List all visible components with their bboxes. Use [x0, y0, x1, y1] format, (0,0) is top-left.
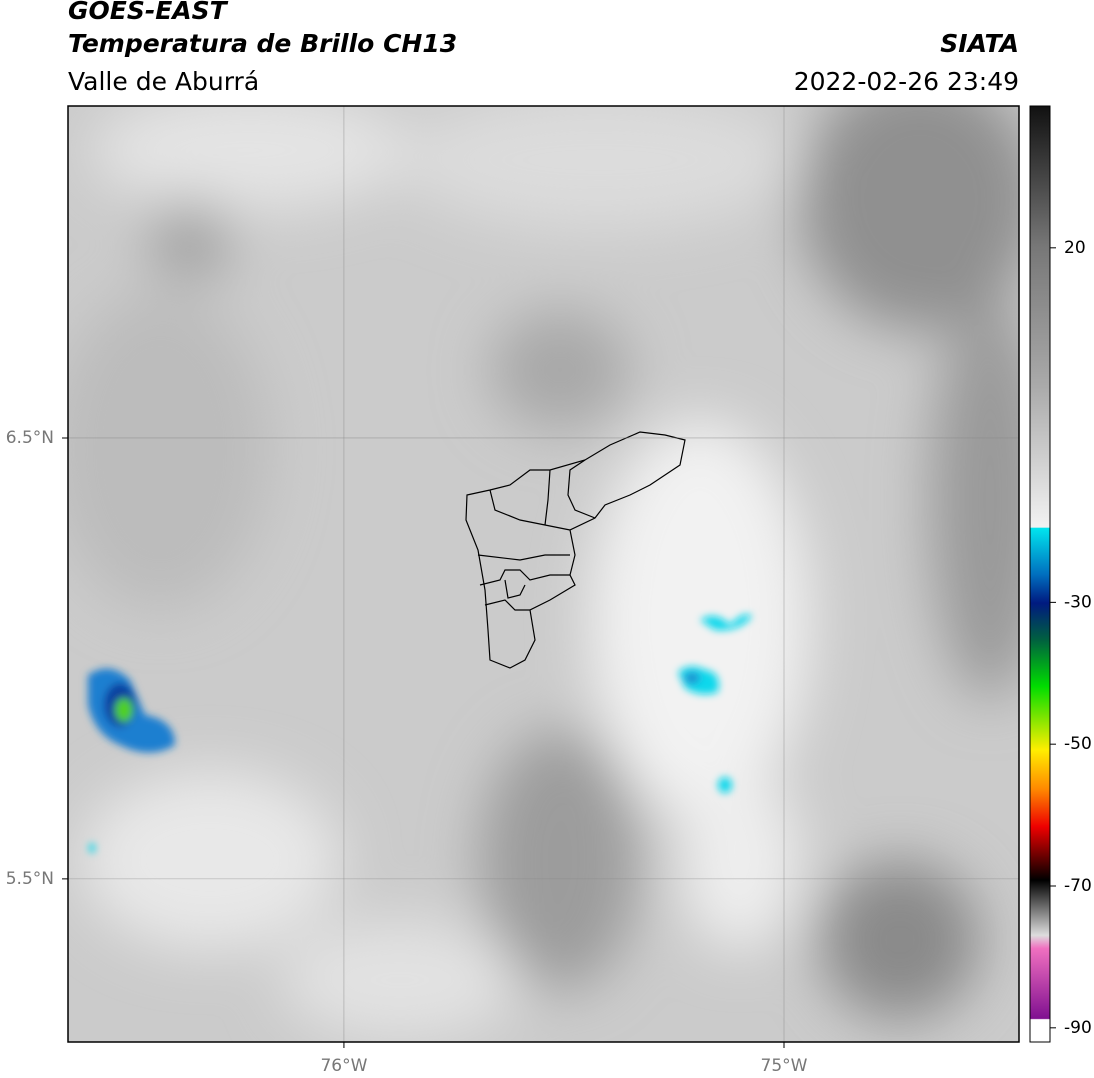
municipal-boundaries: [465, 431, 686, 669]
colorbar-tick-label: -70: [1064, 876, 1092, 896]
lon-tick-label: 75°W: [761, 1056, 808, 1076]
colorbar-tick-label: -30: [1064, 592, 1092, 612]
lon-tick-label: 76°W: [320, 1056, 367, 1076]
lat-tick-label: 5.5°N: [6, 869, 54, 889]
region: Valle de Aburrá: [68, 67, 259, 96]
satellite: GOES-EAST: [68, 0, 229, 25]
agency: SIATA: [940, 29, 1019, 58]
datetime: 2022-02-26 23:49: [794, 67, 1019, 96]
graticule: [68, 106, 1019, 1042]
colorbar-tick-label: 20: [1064, 238, 1086, 258]
colorbar: [1029, 105, 1051, 1043]
colorbar-tick-label: -50: [1064, 734, 1092, 754]
product: Temperatura de Brillo CH13: [68, 29, 457, 58]
lat-tick-label: 6.5°N: [6, 428, 54, 448]
satellite-image: [68, 106, 1019, 1042]
colorbar-tick-label: -90: [1064, 1018, 1092, 1038]
map-frame: [67, 105, 1020, 1043]
